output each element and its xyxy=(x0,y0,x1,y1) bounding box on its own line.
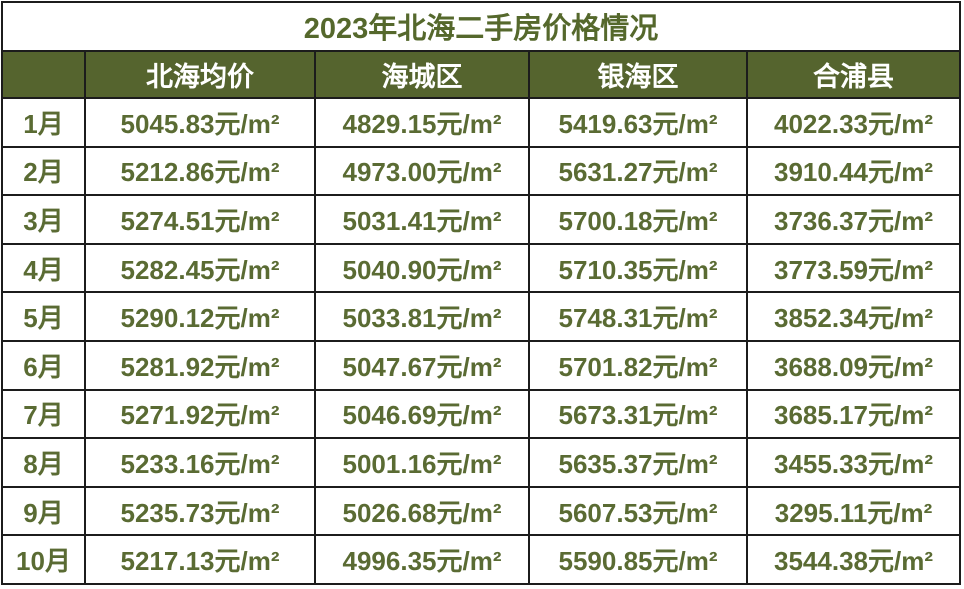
column-header-haicheng: 海城区 xyxy=(314,49,530,100)
price-cell: 3295.11元/m² xyxy=(745,485,962,537)
price-cell: 5031.41元/m² xyxy=(314,194,530,245)
price-cell: 5701.82元/m² xyxy=(528,340,748,391)
month-label: 8月 xyxy=(1,437,86,488)
price-cell: 3685.17元/m² xyxy=(745,388,962,440)
month-label: 1月 xyxy=(1,97,86,148)
price-cell: 3544.38元/m² xyxy=(745,534,962,585)
price-cell: 5710.35元/m² xyxy=(528,242,748,294)
column-header-hepu: 合浦县 xyxy=(745,49,962,100)
table-row: 5月 5290.12元/m² 5033.81元/m² 5748.31元/m² 3… xyxy=(1,291,962,343)
price-cell: 5631.27元/m² xyxy=(528,145,748,197)
price-cell: 5281.92元/m² xyxy=(84,340,316,391)
table-row: 10月 5217.13元/m² 4996.35元/m² 5590.85元/m² … xyxy=(1,534,962,585)
month-label: 7月 xyxy=(1,388,86,440)
month-label: 9月 xyxy=(1,485,86,537)
price-cell: 5217.13元/m² xyxy=(84,534,316,585)
price-cell: 5590.85元/m² xyxy=(528,534,748,585)
price-cell: 5045.83元/m² xyxy=(84,97,316,148)
header-row: 北海均价 海城区 银海区 合浦县 xyxy=(1,49,962,100)
price-cell: 5748.31元/m² xyxy=(528,291,748,343)
month-label: 2月 xyxy=(1,145,86,197)
price-cell: 4973.00元/m² xyxy=(314,145,530,197)
table-row: 4月 5282.45元/m² 5040.90元/m² 5710.35元/m² 3… xyxy=(1,242,962,294)
page-title: 2023年北海二手房价格情况 xyxy=(0,1,962,52)
month-label: 3月 xyxy=(1,194,86,245)
price-cell: 5282.45元/m² xyxy=(84,242,316,294)
table-row: 1月 5045.83元/m² 4829.15元/m² 5419.63元/m² 4… xyxy=(1,97,962,148)
column-header-empty xyxy=(1,49,86,100)
price-cell: 5212.86元/m² xyxy=(84,145,316,197)
price-cell: 5419.63元/m² xyxy=(528,97,748,148)
table-row: 7月 5271.92元/m² 5046.69元/m² 5673.31元/m² 3… xyxy=(1,388,962,440)
price-cell: 3455.33元/m² xyxy=(745,437,962,488)
price-cell: 5271.92元/m² xyxy=(84,388,316,440)
month-label: 4月 xyxy=(1,242,86,294)
price-cell: 5046.69元/m² xyxy=(314,388,530,440)
price-cell: 5673.31元/m² xyxy=(528,388,748,440)
price-cell: 3736.37元/m² xyxy=(745,194,962,245)
column-header-yinhai: 银海区 xyxy=(528,49,748,100)
price-cell: 5235.73元/m² xyxy=(84,485,316,537)
price-cell: 5233.16元/m² xyxy=(84,437,316,488)
table-row: 6月 5281.92元/m² 5047.67元/m² 5701.82元/m² 3… xyxy=(1,340,962,391)
price-cell: 3910.44元/m² xyxy=(745,145,962,197)
price-cell: 5274.51元/m² xyxy=(84,194,316,245)
price-cell: 5047.67元/m² xyxy=(314,340,530,391)
price-cell: 5001.16元/m² xyxy=(314,437,530,488)
table-row: 8月 5233.16元/m² 5001.16元/m² 5635.37元/m² 3… xyxy=(1,437,962,488)
table-row: 2月 5212.86元/m² 4973.00元/m² 5631.27元/m² 3… xyxy=(1,145,962,197)
price-cell: 4022.33元/m² xyxy=(745,97,962,148)
price-cell: 5635.37元/m² xyxy=(528,437,748,488)
price-cell: 3773.59元/m² xyxy=(745,242,962,294)
price-cell: 5290.12元/m² xyxy=(84,291,316,343)
table-row: 9月 5235.73元/m² 5026.68元/m² 5607.53元/m² 3… xyxy=(1,485,962,537)
price-cell: 5700.18元/m² xyxy=(528,194,748,245)
price-cell: 4829.15元/m² xyxy=(314,97,530,148)
price-cell: 5040.90元/m² xyxy=(314,242,530,294)
price-cell: 3852.34元/m² xyxy=(745,291,962,343)
month-label: 5月 xyxy=(1,291,86,343)
price-cell: 5026.68元/m² xyxy=(314,485,530,537)
price-cell: 3688.09元/m² xyxy=(745,340,962,391)
price-cell: 4996.35元/m² xyxy=(314,534,530,585)
month-label: 10月 xyxy=(1,534,86,585)
table-row: 3月 5274.51元/m² 5031.41元/m² 5700.18元/m² 3… xyxy=(1,194,962,245)
title-row: 2023年北海二手房价格情况 xyxy=(0,1,962,52)
price-cell: 5033.81元/m² xyxy=(314,291,530,343)
column-header-beihai-avg: 北海均价 xyxy=(84,49,316,100)
month-label: 6月 xyxy=(1,340,86,391)
price-cell: 5607.53元/m² xyxy=(528,485,748,537)
